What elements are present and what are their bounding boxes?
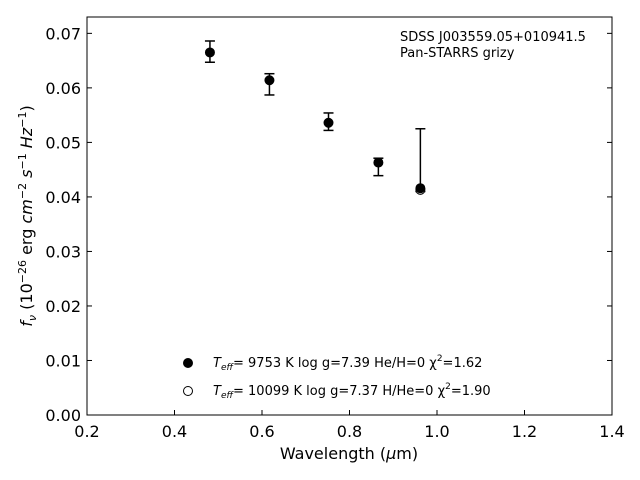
x-axis-label: Wavelength (μm)	[280, 444, 418, 463]
x-tick-label: 0.4	[162, 422, 187, 441]
x-tick-label: 0.8	[337, 422, 362, 441]
y-tick-label: 0.04	[45, 188, 81, 207]
legend-entry-1: Teff= 9753 K log g=7.39 He/H=0 χ2=1.62	[213, 354, 482, 373]
legend-marker-open	[183, 386, 193, 396]
y-axis-label: fν (10−26 erg cm−2 s−1 Hz−1)	[16, 105, 39, 326]
x-tick-label: 1.0	[424, 422, 449, 441]
legend-entry-2: Teff= 10099 K log g=7.37 H/He=0 χ2=1.90	[213, 382, 491, 401]
error-bars	[204, 40, 426, 193]
y-tick-label: 0.02	[45, 297, 81, 316]
model-point-filled	[373, 157, 384, 168]
legend: Teff= 9753 K log g=7.39 He/H=0 χ2=1.62 T…	[183, 354, 491, 401]
y-tick-label: 0.01	[45, 351, 81, 370]
model-point-filled	[415, 183, 426, 194]
annotation-line-2: Pan-STARRS grizy	[400, 46, 515, 61]
data-points	[204, 47, 426, 195]
x-axis: 0.2 0.4 0.6 0.8 1.0 1.2 1.4	[74, 410, 625, 441]
svg-text:fν (10−26 erg cm−2 s−1 Hz−1): fν (10−26 erg cm−2 s−1 Hz−1)	[16, 105, 39, 326]
y-tick-label: 0.00	[45, 406, 81, 425]
y-tick-label: 0.03	[45, 242, 81, 261]
model-point-filled	[323, 117, 334, 128]
annotation-line-1: SDSS J003559.05+010941.5	[400, 30, 586, 45]
model-point-filled	[204, 47, 215, 58]
y-tick-label: 0.06	[45, 79, 81, 98]
y-axis: 0.00 0.01 0.02 0.03 0.04 0.05 0.06 0.07	[45, 24, 612, 425]
model-point-filled	[264, 75, 275, 86]
x-tick-label: 1.4	[599, 422, 624, 441]
x-tick-label: 0.2	[74, 422, 99, 441]
legend-marker-filled	[183, 358, 193, 368]
y-tick-label: 0.05	[45, 133, 81, 152]
x-tick-label: 1.2	[512, 422, 537, 441]
y-tick-label: 0.07	[45, 24, 81, 43]
x-tick-label: 0.6	[249, 422, 274, 441]
